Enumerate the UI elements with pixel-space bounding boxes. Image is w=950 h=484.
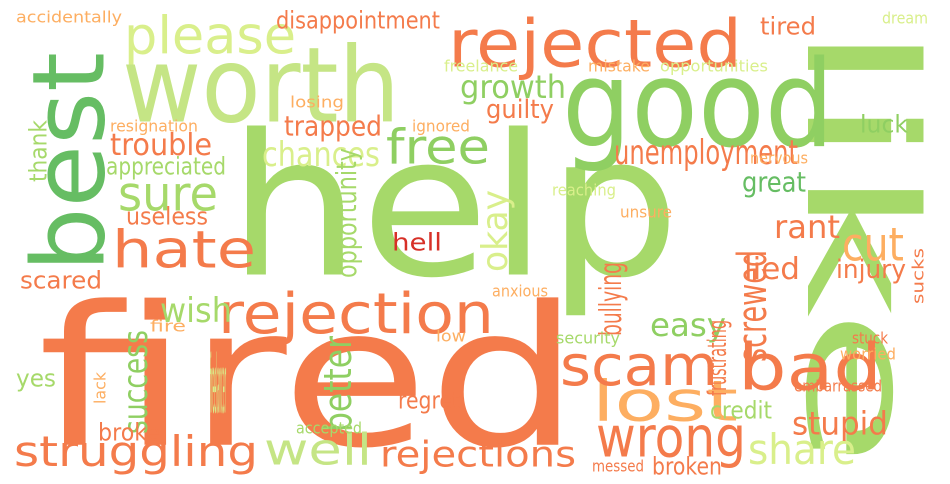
word: stupid: [792, 405, 888, 443]
word: low: [436, 326, 466, 346]
word: trouble: [110, 127, 212, 163]
word: security: [556, 328, 620, 348]
word: chances: [262, 134, 380, 175]
word: better: [315, 336, 361, 432]
word: share: [748, 426, 856, 475]
word: lied: [744, 251, 800, 287]
word: help: [228, 93, 680, 322]
word: wrong: [596, 405, 746, 471]
word: scam: [560, 333, 718, 399]
word: wish: [160, 290, 232, 331]
word: well: [264, 424, 372, 476]
word: sucks: [908, 248, 928, 304]
word: guilty: [486, 93, 554, 125]
word: rejected: [448, 6, 742, 83]
word: good: [562, 36, 834, 175]
word: broken: [652, 453, 722, 482]
word: disappointment: [276, 7, 440, 36]
word: lack: [90, 372, 110, 404]
word: growth: [460, 69, 566, 107]
word: resignation: [110, 116, 198, 136]
word: free: [386, 119, 490, 176]
word: unemployment: [614, 132, 798, 173]
word: fired: [38, 265, 580, 484]
word: yes: [16, 365, 56, 394]
word: lost: [592, 369, 738, 435]
word: cut: [842, 218, 904, 272]
word: unsure: [620, 202, 672, 222]
word: accidentally: [16, 8, 122, 28]
word: great: [742, 165, 806, 199]
word: useless: [126, 203, 208, 232]
word: hate: [112, 219, 256, 281]
word: anxious: [492, 281, 548, 301]
word: luck: [860, 111, 908, 140]
word: opportunities: [660, 56, 768, 76]
word: worth: [122, 24, 400, 147]
word: dream: [882, 8, 928, 28]
word: worried: [840, 344, 896, 364]
word: scared: [20, 267, 102, 296]
word: please: [124, 5, 296, 67]
word: rejection: [218, 281, 494, 347]
word: bad: [738, 330, 882, 406]
word: messed: [592, 456, 644, 476]
word: rejections: [380, 432, 576, 476]
word: accepted: [296, 418, 362, 438]
word: embarrassed: [794, 376, 882, 396]
word: okay: [474, 190, 517, 272]
word: reaching: [552, 180, 616, 200]
word: credit: [710, 397, 772, 426]
word: nervous: [750, 148, 808, 168]
word: losing: [290, 92, 344, 112]
word: bullying: [595, 262, 630, 336]
word: fire: [150, 316, 186, 336]
word: broke: [98, 419, 160, 448]
word: thank: [25, 120, 54, 182]
word: stuck: [852, 328, 888, 348]
word: sure: [118, 166, 218, 222]
word: injury: [836, 253, 906, 285]
word: struggling: [14, 428, 258, 477]
word: rant: [774, 209, 840, 247]
word: hell: [392, 227, 442, 257]
word: freelance: [444, 56, 518, 76]
word: tired: [760, 13, 816, 42]
word: opportunity: [329, 148, 363, 278]
word: appreciated: [106, 153, 226, 182]
word: mistake: [588, 56, 650, 76]
word: frustrating: [701, 320, 733, 396]
word: freelancer: [210, 339, 226, 433]
word: trapped: [284, 111, 382, 144]
word: ignored: [412, 116, 470, 136]
word: regret: [398, 387, 460, 416]
word: easy: [650, 307, 726, 345]
